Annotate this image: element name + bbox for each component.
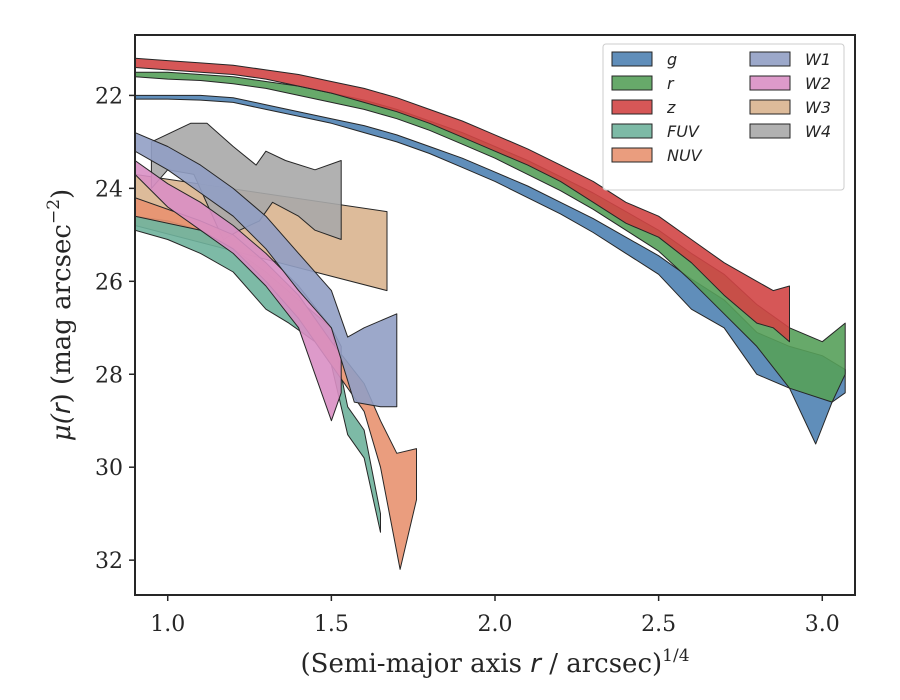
legend: grz FUV NUV W1 W2 W3 W4	[602, 43, 845, 191]
x-axis-title-main: (Semi-major axis	[300, 649, 530, 679]
x-axis-title-var: r	[530, 649, 543, 679]
y-axis-title-close: )	[47, 189, 77, 199]
y-tick-label: 22	[95, 84, 123, 109]
y-axis-title-main: μ(	[47, 413, 77, 441]
y-tick-label: 32	[95, 549, 123, 574]
y-axis: 22 24 26 28 30 32	[95, 84, 135, 574]
x-axis: 1.0 1.5 2.0 2.5 3.0	[150, 595, 840, 637]
y-axis-title-tail: ) (mag arcsec	[47, 224, 77, 403]
legend-swatch-fuv	[611, 123, 653, 139]
legend-label-fuv: FUV	[667, 122, 700, 141]
legend-label-w3: W3	[805, 98, 831, 117]
y-tick-label: 26	[95, 270, 123, 295]
legend-label-r: r	[667, 74, 675, 93]
legend-swatch-w3	[749, 99, 791, 115]
band-g	[135, 94, 846, 445]
y-axis-title-exp: −2	[44, 199, 64, 224]
legend-label-g: g	[667, 50, 677, 69]
legend-swatch-nuv	[611, 147, 653, 163]
x-tick-label: 1.5	[314, 612, 349, 637]
y-axis-title: μ(r) (mag arcsec−2)	[44, 189, 77, 441]
y-tick-label: 30	[95, 456, 123, 481]
data-bands	[135, 57, 846, 570]
legend-swatch-w2	[749, 75, 791, 91]
x-tick-label: 2.5	[641, 612, 676, 637]
x-tick-label: 1.0	[150, 612, 185, 637]
legend-label-nuv: NUV	[667, 146, 703, 165]
y-tick-label: 24	[95, 177, 123, 202]
legend-swatch-z	[611, 99, 653, 115]
x-tick-label: 2.0	[478, 612, 513, 637]
legend-label-z: z	[666, 98, 676, 117]
band-z	[135, 57, 790, 343]
x-axis-title-exp: 1/4	[662, 646, 689, 666]
x-axis-title-tail: / arcsec)	[541, 649, 662, 679]
y-tick-label: 28	[95, 363, 123, 388]
legend-label-w4: W4	[805, 122, 831, 141]
legend-swatch-r	[611, 75, 653, 91]
legend-swatch-w4	[749, 123, 791, 139]
legend-label-w1: W1	[805, 50, 831, 69]
legend-label-w2: W2	[805, 74, 831, 93]
legend-swatch-w1	[749, 51, 791, 67]
x-axis-title: (Semi-major axis r / arcsec)1/4	[300, 646, 689, 679]
band-w1	[135, 132, 398, 408]
legend-swatch-g	[611, 51, 653, 67]
x-tick-label: 3.0	[805, 612, 840, 637]
y-axis-title-var: r	[47, 401, 77, 414]
